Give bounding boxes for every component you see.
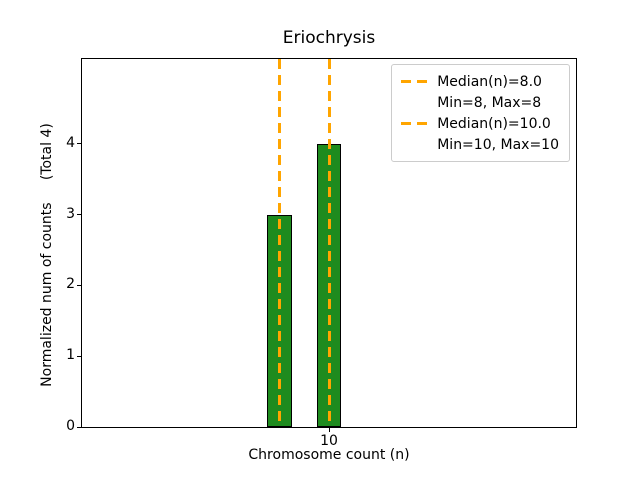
legend-entries: Median(n)=8.0 Min=8, Max=8 Median(n)=10.0 M… (401, 71, 559, 155)
legend-entry-label: Min=10, Max=10 (437, 136, 559, 153)
dashed-line-icon (401, 80, 429, 83)
y-tick-mark (77, 426, 81, 428)
dashed-line-icon (401, 122, 429, 125)
y-tick-label: 2 (66, 276, 75, 293)
legend-entry: Median(n)=8.0 (401, 71, 559, 92)
y-tick-label: 4 (66, 134, 75, 151)
y-tick-mark (77, 214, 81, 216)
x-axis-label: Chromosome count (n) (248, 447, 410, 463)
plot-area: Median(n)=8.0 Min=8, Max=8 Median(n)=10.0 M… (81, 58, 577, 428)
legend-handle-blank (401, 143, 428, 146)
chart-title: Eriochrysis (282, 28, 376, 48)
y-tick-mark (77, 284, 81, 286)
median-vline (327, 59, 331, 427)
legend-entry: Min=10, Max=10 (401, 134, 559, 155)
x-tick-label: 10 (320, 433, 338, 449)
vlines-layer (82, 59, 576, 427)
legend-entry: Min=8, Max=8 (401, 92, 559, 113)
legend: Median(n)=8.0 Min=8, Max=8 Median(n)=10.0 M… (391, 64, 570, 162)
y-tick-label: 1 (66, 347, 75, 364)
legend-entry: Median(n)=10.0 (401, 113, 559, 134)
legend-entry-label: Median(n)=8.0 (437, 73, 542, 90)
y-tick-mark (77, 355, 81, 357)
legend-entry-label: Median(n)=10.0 (437, 115, 551, 132)
legend-handle-blank (401, 101, 428, 104)
median-vline (278, 59, 282, 427)
y-tick-label: 3 (66, 205, 75, 222)
legend-entry-label: Min=8, Max=8 (437, 94, 542, 111)
x-tick-mark (328, 428, 330, 432)
y-tick-mark (77, 143, 81, 145)
y-tick-label: 0 (66, 418, 75, 434)
